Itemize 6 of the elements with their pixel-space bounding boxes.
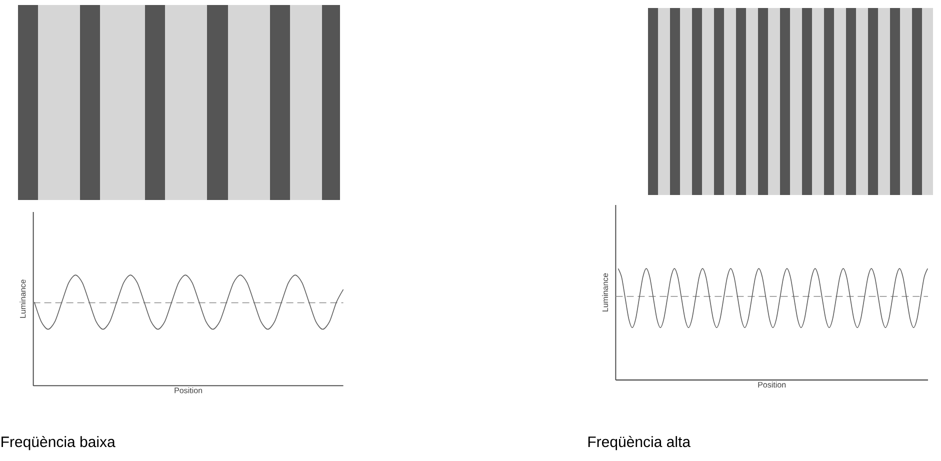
x-axis-title: Position xyxy=(758,382,786,388)
y-axis-title: Luminance xyxy=(20,280,26,318)
text: Freqüència alta xyxy=(588,436,691,450)
x-axis-title: Position xyxy=(174,387,202,394)
y-axis-title: Luminance xyxy=(602,273,608,312)
text: Freqüència baixa xyxy=(2,436,116,450)
